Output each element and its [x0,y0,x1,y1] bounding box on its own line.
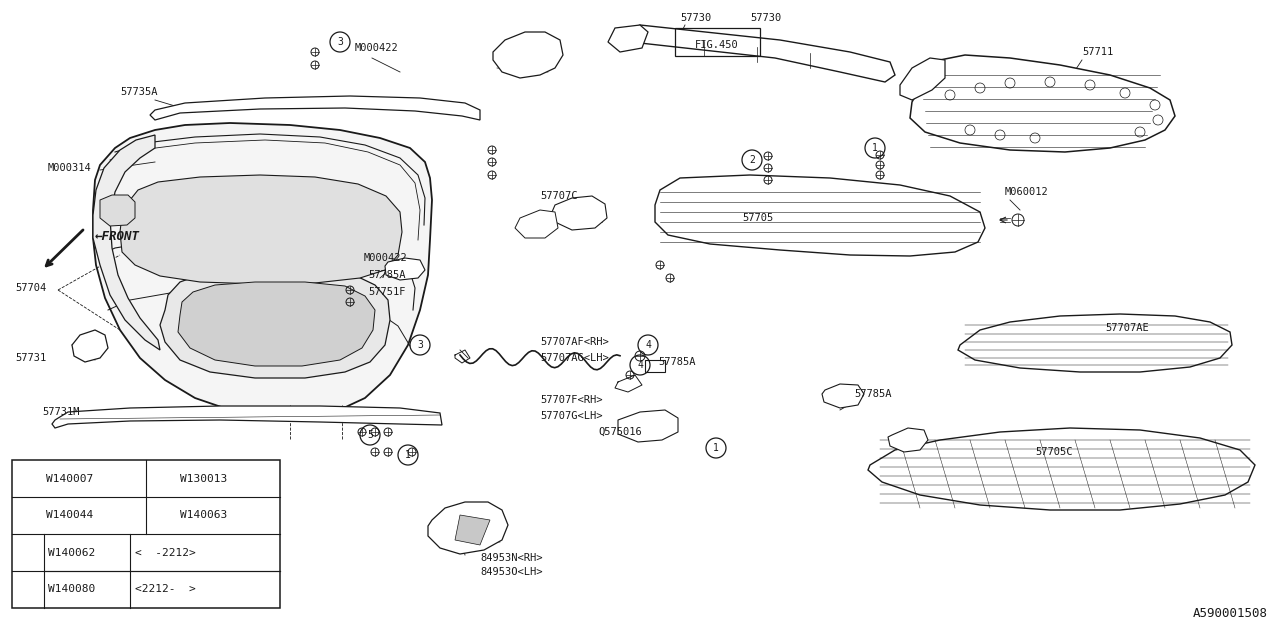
Text: Q575016: Q575016 [598,427,641,437]
Text: 84953N<RH>: 84953N<RH> [480,553,543,563]
Polygon shape [93,135,160,350]
Polygon shape [52,406,442,428]
Text: 57707AF<RH>: 57707AF<RH> [540,337,609,347]
Polygon shape [900,58,945,100]
Polygon shape [552,196,607,230]
Text: W130013: W130013 [180,474,228,483]
Text: 5: 5 [159,511,165,520]
Text: 2: 2 [749,155,755,165]
Text: W140007: W140007 [46,474,93,483]
Text: ←FRONT: ←FRONT [95,230,140,243]
Polygon shape [160,268,390,378]
Text: 57731M: 57731M [42,407,79,417]
Polygon shape [493,32,563,78]
Text: 3: 3 [417,340,422,350]
Text: 4: 4 [645,340,652,350]
Polygon shape [608,25,648,52]
Polygon shape [454,515,490,545]
Text: 57707F<RH>: 57707F<RH> [540,395,603,405]
Text: 57704: 57704 [15,283,46,293]
Text: 57707AE: 57707AE [1105,323,1148,333]
Polygon shape [385,258,425,280]
Text: 2: 2 [26,511,31,520]
Text: W140080: W140080 [49,584,95,595]
Text: 57707C: 57707C [540,191,577,201]
Text: 57785A: 57785A [658,357,695,367]
Text: 4: 4 [159,474,165,483]
Polygon shape [910,55,1175,152]
Text: M000422: M000422 [364,253,408,263]
Text: <2212-  >: <2212- > [134,584,196,595]
Text: 57731: 57731 [15,353,46,363]
Text: 57711: 57711 [1082,47,1114,57]
Text: W140044: W140044 [46,511,93,520]
Polygon shape [888,428,928,452]
Polygon shape [72,330,108,362]
Polygon shape [178,282,375,366]
Text: 1: 1 [404,450,411,460]
Text: 57735A: 57735A [120,87,157,97]
Polygon shape [655,175,986,256]
Text: 3: 3 [26,566,31,576]
Bar [645,360,666,372]
Text: 5: 5 [367,430,372,440]
Text: M060012: M060012 [1005,187,1048,197]
Polygon shape [100,195,134,226]
Polygon shape [93,123,433,418]
Polygon shape [868,428,1254,510]
Text: 57707AG<LH>: 57707AG<LH> [540,353,609,363]
Text: 3: 3 [337,37,343,47]
Text: FIG.450: FIG.450 [695,40,739,50]
Text: <  -2212>: < -2212> [134,547,196,557]
Polygon shape [618,25,895,82]
Text: 57730: 57730 [750,13,781,23]
Polygon shape [150,96,480,120]
Text: W140063: W140063 [180,511,228,520]
Text: 57785A: 57785A [854,389,891,399]
Text: 57751F: 57751F [369,287,406,297]
Text: 57707G<LH>: 57707G<LH> [540,411,603,421]
Polygon shape [515,210,558,238]
Text: 1: 1 [26,474,31,483]
Text: M000314: M000314 [49,163,92,173]
Text: 57705: 57705 [742,213,773,223]
Text: A590001508: A590001508 [1193,607,1268,620]
Text: 84953O<LH>: 84953O<LH> [480,567,543,577]
Polygon shape [957,314,1231,372]
Polygon shape [428,502,508,554]
Polygon shape [120,175,402,284]
Polygon shape [822,384,864,408]
Text: 57730: 57730 [680,13,712,23]
Text: 1: 1 [713,443,719,453]
Bar [675,28,760,56]
Text: 57705C: 57705C [1036,447,1073,457]
Text: 4: 4 [637,360,643,370]
Polygon shape [618,410,678,442]
Text: 1: 1 [872,143,878,153]
Text: 57785A: 57785A [369,270,406,280]
Text: W140062: W140062 [49,547,95,557]
Bar [12,460,280,608]
Text: M000422: M000422 [355,43,399,53]
